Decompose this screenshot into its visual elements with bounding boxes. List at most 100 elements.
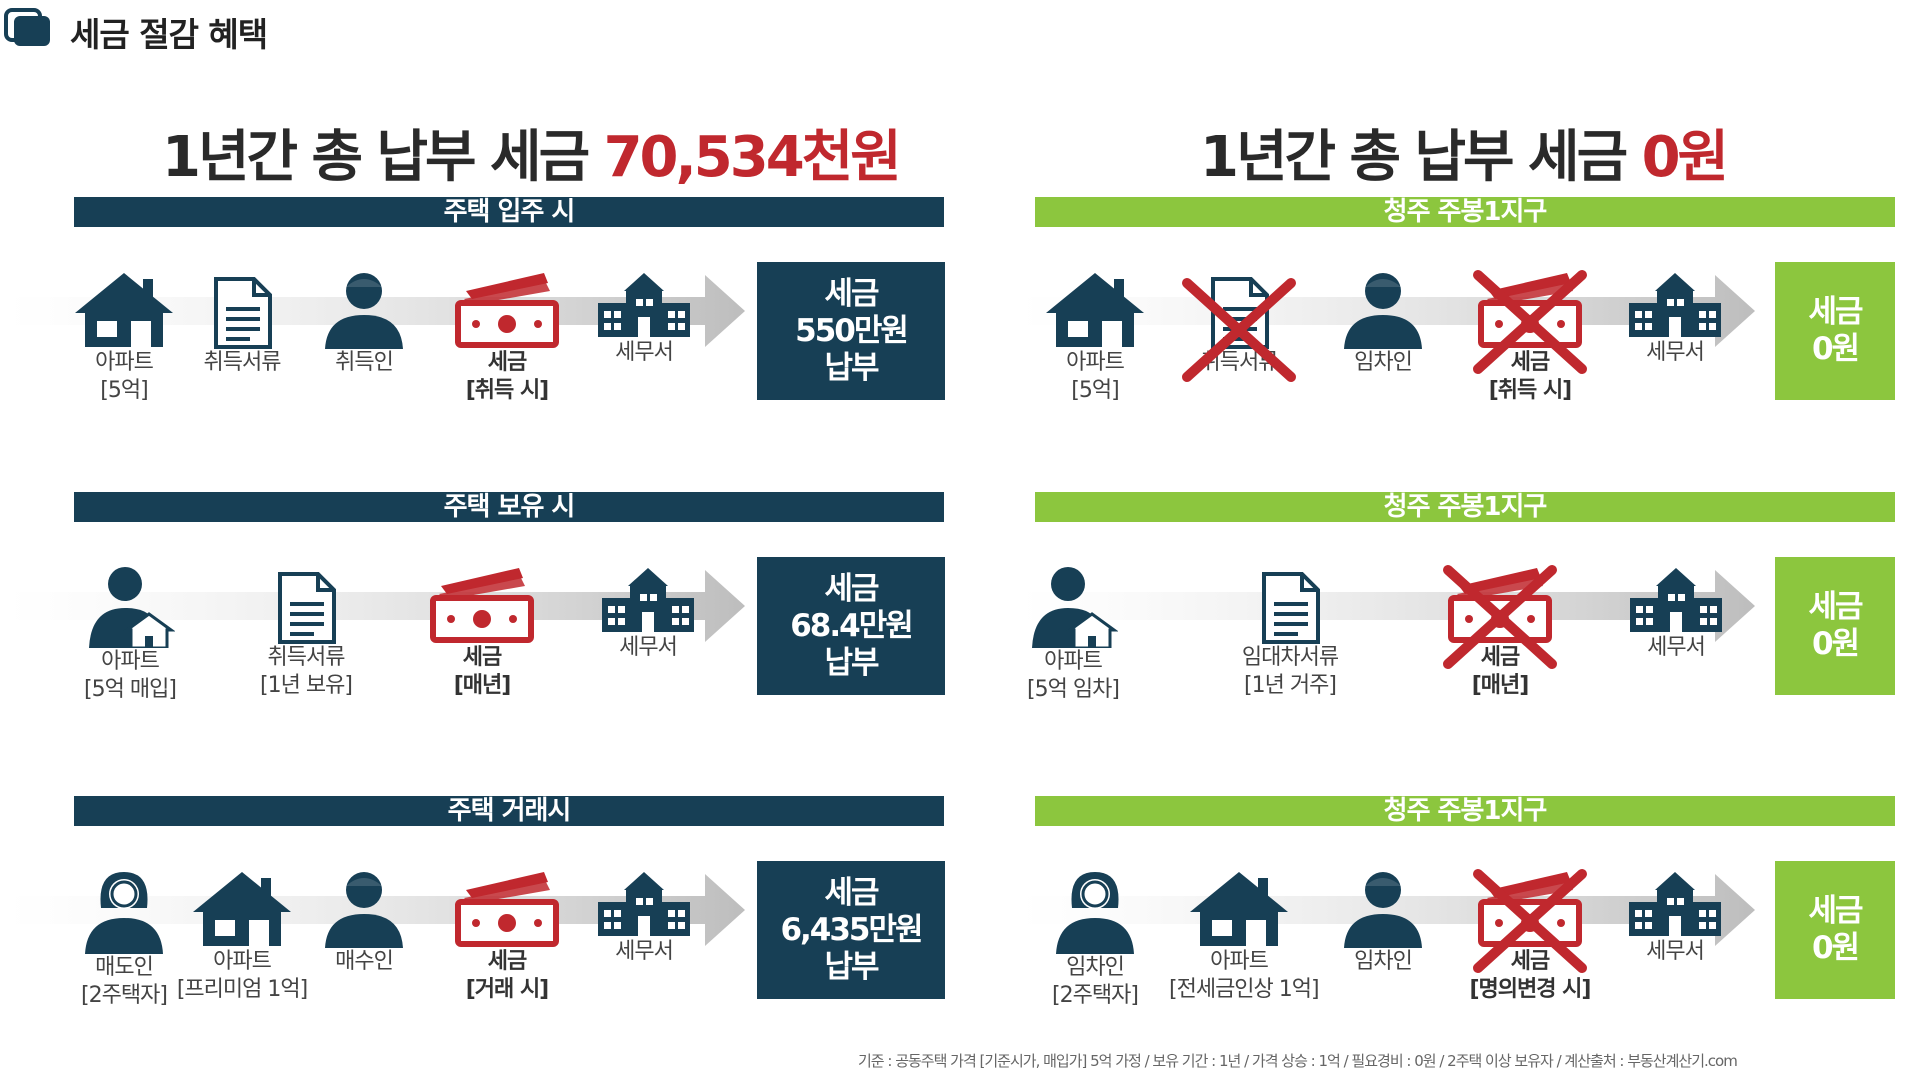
tax-office-icon (578, 564, 718, 634)
left-column-title: 1년간 총 납부 세금 70,534천원 (162, 125, 902, 190)
tax-office-icon (1605, 868, 1745, 938)
item-label: 세무서 (615, 340, 674, 365)
left-row-2-flow-arrow (8, 570, 745, 642)
item-label: [전세금인상 1억] (1169, 977, 1320, 1002)
item-label: 취득서류 (203, 350, 282, 375)
result-line: 550만원 (795, 312, 909, 349)
item-label: [취득 시] (465, 378, 550, 403)
money-icon (1430, 564, 1570, 669)
document-icon (236, 572, 376, 644)
item-label: 아파트 (1210, 949, 1269, 974)
left-row-2-result-box: 세금 68.4만원 납부 (757, 557, 945, 695)
left-row-1-band: 주택 입주 시 (74, 197, 944, 227)
right-row-2-item-1: 아파트 [5억 임차] (1003, 564, 1143, 704)
item-label: 임차인 (1066, 955, 1125, 980)
item-label: [프리미엄 1억] (176, 977, 308, 1002)
result-line: 납부 (824, 948, 879, 985)
left-total-amount: 70,534천원 (603, 125, 902, 190)
item-label: 아파트 (101, 649, 160, 674)
right-row-1-item-3: 임차인 (1313, 269, 1453, 377)
item-label: 아파트 (95, 350, 154, 375)
left-row-2-item-3: 세금 [매년] (412, 564, 552, 700)
left-row-1-item-5: 세무서 (574, 269, 714, 367)
cross-out-icon (1473, 869, 1587, 973)
person-house-icon (60, 564, 200, 648)
result-line: 납부 (824, 644, 879, 681)
item-label: [1년 거주] (1244, 673, 1337, 698)
folder-icon (4, 8, 50, 46)
left-row-1-result-box: 세금 550만원 납부 (757, 262, 945, 400)
right-row-1-result-box: 세금 0원 (1775, 262, 1895, 400)
right-row-2-flow-arrow (1020, 570, 1755, 642)
left-row-1-item-3: 취득인 (294, 269, 434, 377)
item-label: 세금 (462, 645, 502, 670)
right-row-3-item-2: 아파트 [전세금인상 1억] (1169, 868, 1320, 1004)
item-label: 임차인 (1354, 350, 1413, 375)
result-line: 6,435만원 (780, 911, 923, 948)
house-icon (172, 868, 312, 948)
footnote: 기준 : 공동주택 가격 [기준시가, 매입가] 5억 가정 / 보유 기간 :… (858, 1052, 1738, 1070)
item-label: [매년] (453, 673, 512, 698)
left-row-3-band: 주택 거래시 (74, 796, 944, 826)
result-line: 세금 (824, 874, 879, 911)
item-label: 매도인 (95, 955, 154, 980)
house-icon (1169, 868, 1309, 948)
result-line: 68.4만원 (790, 607, 914, 644)
result-line: 세금 (1808, 589, 1863, 625)
left-row-1-item-4: 세금 [취득 시] (437, 269, 577, 405)
item-label: 취득인 (335, 350, 394, 375)
right-row-1-item-4: 세금 [취득 시] (1460, 269, 1600, 405)
right-row-1-item-2: 취득서류 (1169, 277, 1309, 382)
result-line: 세금 (1808, 893, 1863, 929)
right-row-2-result-box: 세금 0원 (1775, 557, 1895, 695)
right-row-2-item-4: 세무서 (1606, 564, 1746, 662)
document-icon (1220, 572, 1360, 644)
item-label: [매년] (1471, 673, 1530, 698)
money-icon (1460, 868, 1600, 973)
person-icon (1313, 868, 1453, 948)
left-row-1-flow-arrow (8, 275, 745, 347)
document-icon (1169, 277, 1309, 382)
cross-out-icon (1443, 565, 1557, 669)
house-icon (1025, 269, 1165, 349)
item-label: 세무서 (1647, 635, 1706, 660)
right-row-2-item-2: 임대차서류 [1년 거주] (1220, 572, 1360, 700)
left-row-3-result-box: 세금 6,435만원 납부 (757, 861, 945, 999)
tax-office-icon (1605, 269, 1745, 339)
left-row-1-item-1: 아파트 [5억] (54, 269, 194, 405)
item-label: 세금 (487, 350, 527, 375)
left-row-2-item-1: 아파트 [5억 매입] (60, 564, 200, 704)
item-label: [거래 시] (465, 977, 550, 1002)
left-row-2-item-4: 세무서 (578, 564, 718, 662)
item-label: 아파트 (1066, 350, 1125, 375)
tax-office-icon (574, 269, 714, 339)
item-label: 아파트 (213, 949, 272, 974)
item-label: 임차인 (1354, 949, 1413, 974)
result-line: 세금 (1808, 294, 1863, 330)
page-title: 세금 절감 혜택 (70, 15, 268, 54)
cross-out-icon (1182, 278, 1296, 382)
right-row-1-flow-arrow (1020, 275, 1755, 347)
money-icon (437, 868, 577, 948)
item-label: 아파트 (1044, 649, 1103, 674)
item-label: 세무서 (1646, 939, 1705, 964)
left-row-3-item-5: 세무서 (574, 868, 714, 966)
right-total-amount: 0원 (1641, 125, 1729, 190)
woman-icon (54, 868, 194, 954)
right-row-1-item-1: 아파트 [5억] (1025, 269, 1165, 405)
result-line: 0원 (1811, 626, 1860, 662)
item-label: [1년 보유] (260, 673, 353, 698)
cross-out-icon (1473, 270, 1587, 374)
item-label: [5억] (100, 378, 148, 403)
person-icon (294, 269, 434, 349)
result-line: 세금 (824, 570, 879, 607)
tax-office-icon (574, 868, 714, 938)
money-icon (412, 564, 552, 644)
money-icon (1460, 269, 1600, 374)
person-icon (1313, 269, 1453, 349)
house-icon (54, 269, 194, 349)
item-label: 매수인 (335, 949, 394, 974)
item-label: [2주택자] (1052, 983, 1139, 1008)
right-column-title: 1년간 총 납부 세금 0원 (1200, 125, 1729, 190)
tax-office-icon (1606, 564, 1746, 634)
